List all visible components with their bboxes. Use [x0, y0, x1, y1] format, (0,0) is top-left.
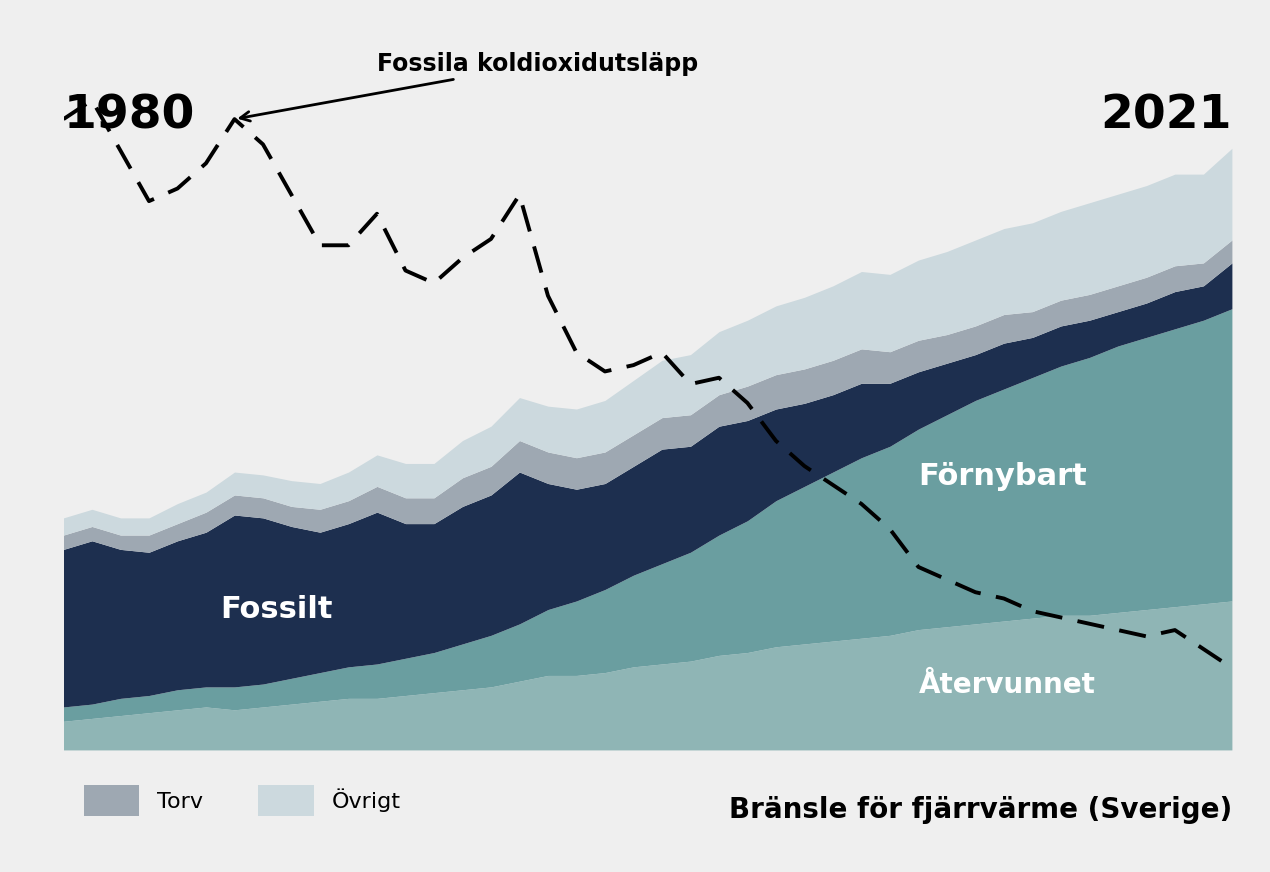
Text: Förnybart: Förnybart [918, 462, 1087, 491]
Text: Återvunnet: Återvunnet [918, 671, 1095, 699]
Text: 1980: 1980 [64, 94, 194, 139]
Text: Fossila koldioxidutsläpp: Fossila koldioxidutsläpp [240, 52, 698, 121]
Text: 2021: 2021 [1100, 94, 1232, 139]
Legend: Torv, Övrigt: Torv, Övrigt [75, 776, 410, 825]
Text: Fossilt: Fossilt [220, 595, 333, 624]
Text: Bränsle för fjärrvärme (Sverige): Bränsle för fjärrvärme (Sverige) [729, 795, 1232, 823]
